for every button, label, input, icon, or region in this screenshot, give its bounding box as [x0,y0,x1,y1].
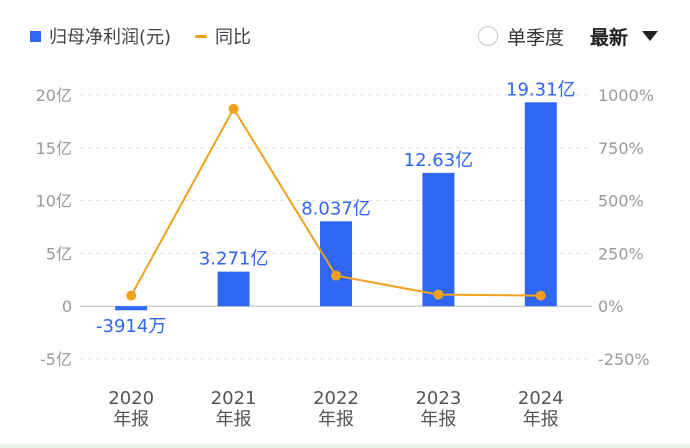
y-left-tick-label: 5亿 [46,244,72,263]
bar-value-label: 3.271亿 [199,249,269,270]
profit-bar[interactable] [422,172,455,307]
y-left-tick-label: 15亿 [36,139,72,158]
bottom-strip [0,444,690,448]
caret-down-icon [642,31,658,41]
bar-value-label: 8.037亿 [301,198,371,219]
yoy-point[interactable] [228,103,239,114]
latest-dropdown[interactable]: 最新 [590,23,658,50]
x-tick-report: 年报 [420,409,456,430]
legend-profit-label: 归母净利润(元) [49,27,172,48]
chart-controls: 单季度 最新 [477,22,658,50]
legend-yoy[interactable]: 同比 [195,23,251,49]
bar-value-label: 19.31亿 [506,79,576,100]
y-right-tick-label: 500% [598,192,644,211]
y-left-tick-label: -5亿 [40,350,72,369]
bar-value-label: -3914万 [96,316,166,337]
y-left-tick-label: 10亿 [36,192,72,211]
x-tick-year: 2020 [108,388,154,409]
x-tick-report: 年报 [523,409,559,430]
line-swatch-icon [195,34,208,38]
x-tick-year: 2023 [415,388,461,409]
y-right-tick-label: 250% [598,244,644,263]
yoy-point[interactable] [433,289,444,300]
quarter-label[interactable]: 单季度 [506,26,564,49]
latest-label: 最新 [589,26,628,49]
y-right-tick-label: 0% [598,297,623,316]
x-tick-report: 年报 [318,409,354,430]
legend-yoy-label: 同比 [215,27,252,48]
y-right-tick-label: 750% [598,139,644,158]
x-tick-year: 2024 [518,388,564,409]
y-left-tick-label: 0 [62,297,72,316]
bar-swatch-icon [30,30,41,42]
profit-bar[interactable] [320,221,352,307]
quarter-radio[interactable] [477,26,498,46]
x-tick-report: 年报 [113,409,149,430]
profit-bar[interactable] [524,102,557,307]
legend: 归母净利润(元) 同比 [30,22,275,50]
profit-bar[interactable] [217,271,250,307]
yoy-point[interactable] [331,270,341,281]
bar-value-label: 12.63亿 [404,150,474,171]
y-right-tick-label: 1000% [598,86,654,105]
x-tick-report: 年报 [216,409,252,430]
yoy-point[interactable] [126,290,137,301]
yoy-point[interactable] [535,290,546,301]
x-tick-year: 2022 [313,388,359,409]
legend-profit[interactable]: 归母净利润(元) [30,23,171,49]
y-right-tick-label: -250% [598,350,650,369]
y-left-tick-label: 20亿 [36,86,72,105]
x-tick-year: 2021 [211,388,257,409]
profit-bar[interactable] [115,306,148,311]
